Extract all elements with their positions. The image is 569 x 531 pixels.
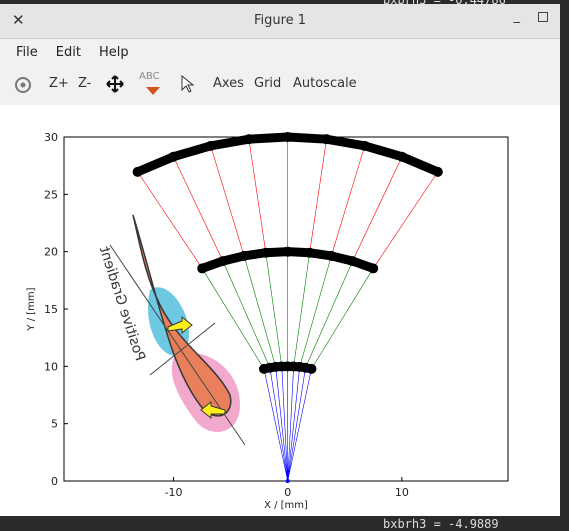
point [282, 132, 293, 142]
link-line [352, 156, 403, 262]
point [432, 166, 443, 177]
link-line [137, 171, 203, 269]
link-line [311, 268, 374, 370]
link-line [201, 268, 265, 370]
axes-button[interactable]: Axes [213, 76, 244, 91]
link-line [287, 368, 312, 482]
maximize-button[interactable] [538, 12, 548, 22]
link-line [305, 260, 353, 368]
chart: Positive Gradient -10 0 10 0 5 10 15 20 25 30 X / … [26, 131, 509, 511]
title-bar: ✕ Figure 1 _ [0, 4, 560, 39]
y-tick-label: 10 [44, 360, 58, 373]
link-line [248, 139, 267, 253]
point [396, 151, 407, 162]
link-line [281, 366, 289, 482]
y-tick-label: 0 [51, 475, 58, 488]
y-tick-label: 25 [44, 188, 58, 201]
point [326, 250, 337, 261]
point [285, 479, 290, 483]
y-tick-label: 15 [44, 303, 58, 316]
y-axis-label: Y / [mm] [26, 287, 37, 331]
terminal-line: bxbrh3 = -4.9889 [383, 517, 499, 531]
point [205, 140, 216, 151]
menu-item[interactable]: File [16, 44, 38, 60]
autoscale-button[interactable]: Autoscale [293, 76, 357, 91]
zoom-out-tool[interactable]: Z- [78, 76, 92, 91]
point [368, 263, 379, 274]
y-tick-label: 5 [51, 418, 58, 431]
plot-area: Positive Gradient -10 0 10 0 5 10 15 20 25 30 X / … [0, 105, 560, 516]
text-tool-arrow [146, 87, 160, 95]
link-line [299, 255, 332, 367]
link-line [287, 366, 294, 482]
x-tick-label: -10 [165, 486, 183, 499]
figure-window: ✕ Figure 1 _ File Edit Help Z+ Z- ABC Ax… [0, 4, 560, 516]
link-line [265, 252, 283, 367]
point [359, 140, 370, 151]
grid-button[interactable]: Grid [254, 76, 282, 91]
link-line [210, 145, 245, 256]
x-tick-label: 10 [395, 486, 409, 499]
pan-tool[interactable] [106, 75, 124, 93]
window-title: Figure 1 [253, 13, 307, 28]
point [347, 256, 358, 267]
point [282, 246, 293, 257]
point [197, 263, 208, 274]
link-line [287, 366, 300, 482]
text-tool[interactable]: ABC [139, 71, 160, 82]
terminal-line: bxbrh3 = -0.44786 [383, 0, 506, 7]
link-line [269, 367, 289, 482]
point [304, 247, 315, 258]
link-line [293, 252, 310, 367]
point [239, 250, 250, 261]
rotate-tool[interactable] [14, 76, 32, 94]
link-line [222, 260, 271, 368]
point [321, 134, 332, 145]
link-line [309, 139, 327, 253]
toolbar: Z+ Z- ABC Axes Grid Autoscale [0, 65, 560, 105]
point [306, 363, 317, 374]
menu-item[interactable]: Edit [55, 44, 81, 60]
link-line [243, 255, 277, 367]
y-tick-label: 30 [44, 131, 58, 144]
zoom-in-tool[interactable]: Z+ [49, 76, 69, 91]
point [243, 134, 254, 145]
minimize-button[interactable]: _ [513, 9, 521, 24]
link-line [331, 145, 366, 256]
select-tool[interactable] [180, 75, 194, 93]
x-tick-label: 0 [284, 486, 291, 499]
link-line [287, 367, 306, 482]
close-button[interactable]: ✕ [12, 11, 25, 29]
point [132, 166, 143, 177]
menu-bar: File Edit Help [0, 39, 560, 65]
x-axis-label: X / [mm] [264, 500, 308, 511]
link-line [372, 171, 439, 269]
link-line [173, 156, 224, 262]
point [217, 256, 228, 267]
link-line [263, 368, 289, 482]
link-line [275, 366, 289, 482]
illustration: Positive Gradient [96, 214, 246, 446]
point [260, 247, 271, 258]
menu-item[interactable]: Help [98, 44, 129, 60]
y-tick-label: 20 [44, 246, 58, 259]
point [168, 151, 179, 162]
